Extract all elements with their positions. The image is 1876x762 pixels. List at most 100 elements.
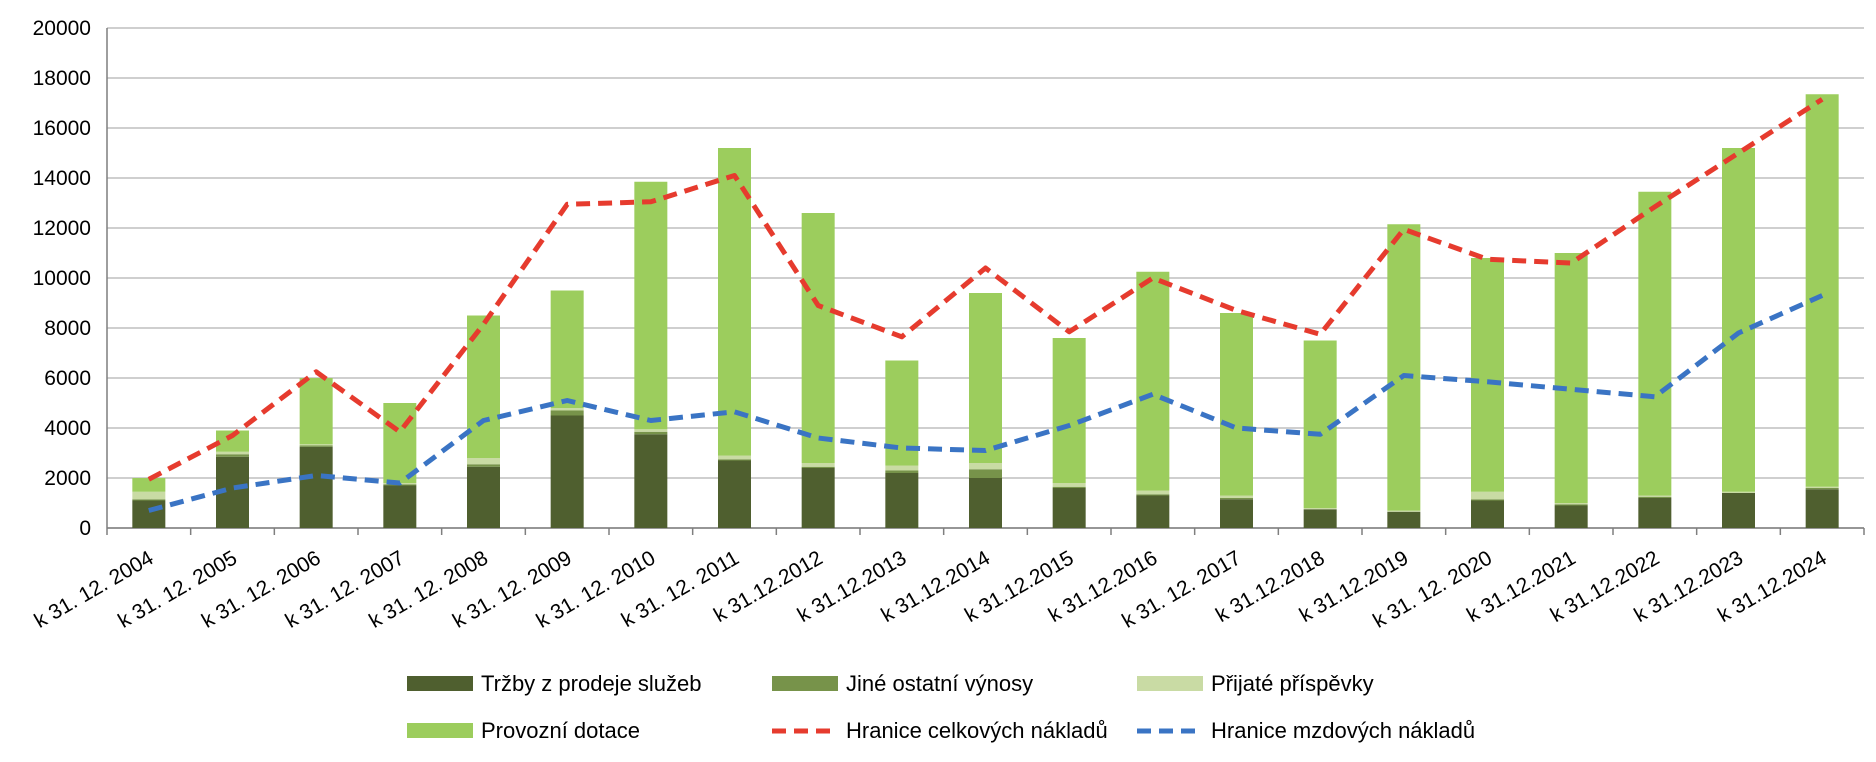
bar-segment [969,293,1002,463]
legend-swatch [407,723,473,738]
bars [132,94,1839,528]
bar-segment [1052,486,1086,488]
bar-segment [801,466,835,468]
bar-segment [299,446,333,528]
y-tick-label: 12000 [33,217,91,240]
bar-segment [1220,495,1253,498]
bar-segment [383,485,417,528]
bar-segment [467,464,500,467]
legend-label: Tržby z prodeje služeb [481,671,702,696]
legend-label: Hranice mzdových nákladů [1211,718,1475,743]
legend-label: Provozní dotace [481,718,640,743]
y-tick-label: 8000 [44,317,91,340]
bar-segment [132,500,166,528]
bar-segment [1052,483,1086,487]
bar-segment [383,403,417,483]
bar-segment [1471,499,1504,501]
bar-segment [1387,510,1421,512]
bar-segment [1722,493,1755,528]
bar-segment [1638,498,1672,528]
bar-segment [1554,253,1588,503]
bar-segment [132,478,166,492]
y-tick-label: 14000 [33,167,91,190]
bar-segment [1722,491,1755,493]
bar-segment [1638,496,1672,498]
bar-segment [1052,338,1086,483]
bar-segment [299,445,333,447]
y-tick-label: 2000 [44,467,91,490]
bar-segment [1554,504,1588,506]
bar-segment [801,468,835,528]
bar-segment [1387,511,1421,528]
bar-segment [969,463,1002,470]
bar-segment [634,181,668,430]
bar-segment [467,458,500,465]
legend-label: Přijaté příspěvky [1211,671,1374,696]
bar-segment [216,430,249,452]
bar-segment [1554,503,1588,505]
bar-segment [216,454,249,457]
y-tick-label: 10000 [33,267,91,290]
bar-segment [1471,258,1504,492]
bar-segment [550,415,584,528]
bar-segment [1471,491,1504,500]
bar-segment [1136,494,1170,496]
bar-segment [1052,488,1086,528]
bar-segment [299,378,333,445]
bar-segment [132,499,166,501]
bar-segment [1805,488,1839,490]
legend-swatch [1137,676,1203,691]
legend: Tržby z prodeje služeb Jiné ostatní výnos… [407,671,1475,743]
legend-swatch [772,676,838,691]
bar-segment [718,460,751,528]
y-tick-label: 16000 [33,117,91,140]
y-tick-label: 18000 [33,67,91,90]
series-line [148,293,1824,513]
bar-segment [299,444,333,446]
bar-segment [801,463,835,467]
bar-segment [718,455,751,460]
bar-segment [969,478,1002,528]
series-line [147,97,1824,482]
y-tick-label: 6000 [44,367,91,390]
bar-segment [1638,495,1672,497]
bar-segment [885,470,919,473]
y-tick-label: 4000 [44,417,91,440]
legend-label: Jiné ostatní výnosy [846,671,1033,696]
legend-swatch [407,676,473,691]
bar-segment [718,459,751,461]
bar-segment [634,431,668,435]
bar-segment [1303,508,1337,510]
y-tick-label: 0 [79,517,91,540]
bar-segment [1471,500,1504,528]
bar-segment [1554,505,1588,528]
bar-segment [1805,489,1839,528]
bar-segment [132,491,166,500]
bar-segment [1136,495,1170,528]
bar-segment [1722,148,1755,492]
bar-segment [718,148,751,456]
bar-segment [1136,490,1170,495]
bar-segment [1805,486,1839,488]
bar-segment [467,466,500,528]
bar-segment [801,213,835,463]
bar-segment [1805,94,1839,487]
bar-segment [1220,313,1253,496]
y-tick-label: 20000 [33,17,91,40]
bar-segment [969,469,1002,478]
bar-segment [1303,509,1337,528]
bar-segment [1387,224,1421,511]
bar-segment [1638,191,1672,496]
legend-label: Hranice celkových nákladů [846,718,1108,743]
bar-segment [885,465,919,471]
bar-segment [1220,499,1253,528]
bar-segment [1136,271,1170,491]
bar-segment [550,410,584,416]
bar-segment [885,473,919,528]
bar-segment [634,434,668,528]
bar-segment [550,408,584,411]
bar-segment [550,290,584,408]
bar-segment [1220,498,1253,500]
